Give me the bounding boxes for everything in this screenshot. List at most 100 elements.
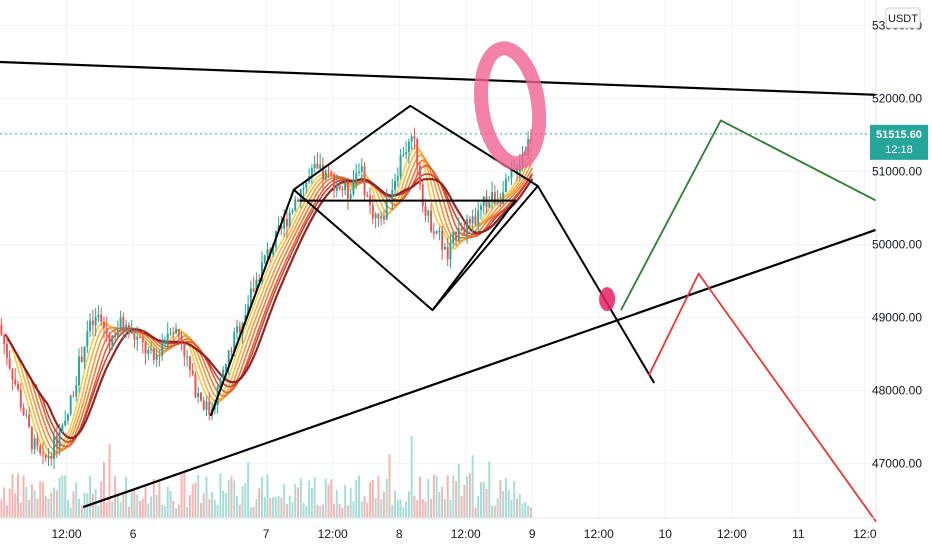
volume-bar [202, 493, 205, 518]
volume-bar [305, 505, 308, 518]
candle-body [247, 304, 250, 315]
zigzag-leg [209, 189, 295, 417]
highlight-dot [599, 287, 616, 312]
volume-bar [78, 498, 80, 518]
x-tick-label: 10 [659, 527, 673, 541]
candle-body [252, 288, 255, 293]
volume-bar [180, 474, 183, 518]
candle-body [419, 165, 421, 185]
volume-bar [280, 497, 283, 518]
volume-bar [504, 478, 507, 518]
candle-body [441, 230, 444, 250]
candle-body [291, 210, 294, 213]
drawing-annotations[interactable] [0, 41, 877, 523]
candle-body [310, 168, 313, 177]
volume-bar [260, 477, 263, 518]
volume-bar [53, 487, 56, 518]
ema-line [4, 173, 533, 443]
x-tick-label: 12:00 [451, 527, 481, 541]
candle-body [432, 231, 435, 234]
volume-bar [424, 501, 427, 518]
price-scale[interactable]: 53000.0052000.0051000.0050000.0049000.00… [870, 0, 928, 518]
volume-bar [83, 492, 86, 518]
volume-bar [17, 473, 19, 518]
volume-bar [272, 497, 275, 518]
candle-body [25, 414, 28, 416]
candle-body [377, 213, 380, 219]
candle-body [283, 218, 286, 229]
volume-bar [396, 499, 399, 518]
time-scale[interactable]: 12:00 6 7 12:00 8 12:00 9 12:00 10 12:00 11 12:0 [0, 517, 877, 541]
candle-body [133, 330, 136, 340]
volume-bar [80, 505, 83, 518]
candle-body [53, 435, 56, 459]
volume-bar [227, 480, 230, 518]
candle-body [493, 192, 496, 204]
volume-bar [452, 475, 455, 518]
volume-bar [75, 482, 78, 518]
volume-bar [255, 499, 258, 518]
candle-body [116, 330, 119, 338]
candle-body [33, 438, 36, 450]
candle-body [175, 328, 178, 334]
volume-bar [249, 507, 252, 518]
x-tick-label: 11 [792, 527, 805, 541]
candle-body [313, 163, 316, 169]
volume-bar [44, 495, 47, 518]
volume-bar [41, 481, 44, 518]
y-tick-label: 47000.00 [872, 456, 922, 470]
volume-bar [50, 492, 53, 518]
candle-body [457, 228, 460, 240]
ema-line [4, 164, 533, 448]
x-tick-label: 12:00 [318, 527, 348, 541]
candle-body [288, 212, 291, 227]
green-projection [620, 119, 877, 311]
volume-bar [274, 496, 277, 518]
candle-body [399, 155, 402, 177]
volume-bar [102, 462, 105, 518]
candle-body [202, 400, 205, 410]
candle-body [72, 395, 75, 397]
volume-bar [455, 481, 457, 518]
candle-body [161, 343, 164, 356]
volume-bar [119, 502, 122, 518]
volume-bar [346, 505, 349, 518]
volume-bar [294, 483, 297, 518]
candle-body [127, 324, 130, 334]
candle-body [260, 262, 263, 282]
candle-body [449, 242, 452, 260]
ema-line [4, 154, 534, 453]
volume-bar [169, 491, 172, 518]
candle-body [28, 414, 31, 427]
volume-bar [313, 477, 316, 518]
candle-body [91, 320, 94, 326]
volume-bar [446, 475, 449, 518]
currency-badge[interactable] [885, 7, 921, 29]
volume-bar [285, 503, 288, 518]
candle-body [36, 438, 39, 446]
candle-body [263, 255, 266, 263]
candle-body [455, 231, 457, 240]
candle-body [194, 374, 197, 398]
candle-body [391, 189, 394, 202]
candle-body [516, 168, 518, 173]
ema-line [4, 159, 534, 451]
ema-line [4, 144, 534, 459]
candle-body [471, 216, 474, 224]
candle-body [502, 192, 505, 204]
volume-bar [529, 507, 532, 518]
candle-body [172, 333, 175, 335]
volume-bar [116, 495, 119, 518]
trend-line-1 [0, 60, 877, 96]
volume-bar [513, 480, 516, 518]
candle-body [280, 225, 283, 229]
volume-bar [211, 491, 214, 518]
volume-bar [266, 474, 269, 518]
volume-bar [413, 495, 416, 518]
candle-body [504, 178, 507, 193]
candle-body [266, 249, 269, 256]
candle-body [186, 356, 189, 358]
candle-body [75, 385, 78, 397]
candle-body [477, 210, 480, 225]
